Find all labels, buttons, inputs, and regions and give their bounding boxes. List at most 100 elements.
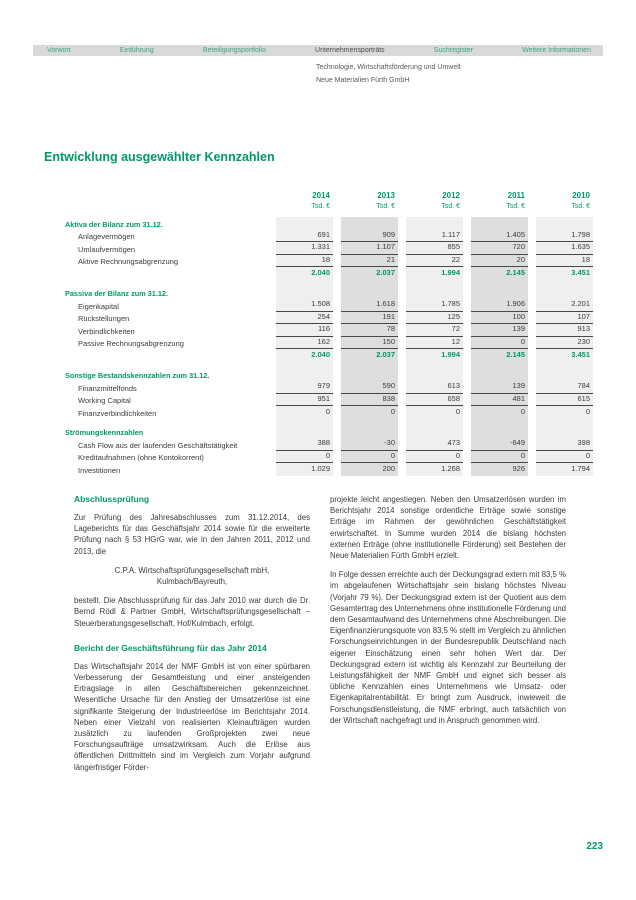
cell-value: Tsd. € <box>376 202 395 210</box>
section-heading-row: Sonstige Bestandskennzahlen zum 31.12. <box>65 369 593 382</box>
column-stripe <box>406 217 463 476</box>
cell-value: 107 <box>536 312 593 324</box>
cell-value: Tsd. € <box>506 202 525 210</box>
cell-value: 139 <box>471 324 528 337</box>
column-stripe <box>471 217 528 476</box>
cell-value: 1.405 <box>471 230 528 242</box>
table-column-stripes <box>65 217 593 476</box>
nav-item-suchregister[interactable]: Suchregister <box>433 47 474 54</box>
section-heading-abschlusspruefung: Abschlussprüfung <box>74 494 150 504</box>
section-heading-row: Aktiva der Bilanz zum 31.12. <box>65 217 593 230</box>
nav-item-unternehmensportr-ts[interactable]: Unternehmensporträts <box>315 47 385 54</box>
paragraph: bestellt. Die Abschlussprüfung für das J… <box>74 596 310 628</box>
year-header-row: 2014 2013 2012 2011 2010 <box>65 190 593 202</box>
cell-value: 855 <box>406 242 463 255</box>
cell-value: Tsd. € <box>311 202 330 210</box>
table-row: Finanzmittelfonds 979 590 613 139 784 <box>65 381 593 394</box>
nav-item-beteiligungsportfolio[interactable]: Beteiligungsportfolio <box>202 47 266 54</box>
cell-value: 2011 <box>507 190 525 200</box>
cell-value: 2012 <box>442 190 460 200</box>
cell-value: 951 <box>276 394 333 406</box>
cell-value: 481 <box>471 394 528 406</box>
key-figures-table: 2014 2013 2012 2011 2010 Tsd. € Tsd. € Tsd. € Ts… <box>65 190 593 476</box>
cell-value: 913 <box>536 324 593 337</box>
cell-value: -30 <box>341 438 398 451</box>
cell-value: 1.994 <box>441 268 460 277</box>
cell-value: 116 <box>276 324 333 337</box>
table-row: Aktive Rechnungsabgrenzung 18 21 22 20 18 <box>65 255 593 267</box>
table-spacer <box>65 362 593 369</box>
paragraph: In Folge dessen erreichte auch der Decku… <box>330 570 566 725</box>
cell-value: 0 <box>520 407 525 416</box>
table-row: Investitionen 1.029 200 1.268 926 1.794 <box>65 463 593 476</box>
page-title: Entwicklung ausgewählter Kennzahlen <box>44 150 275 164</box>
cell-value: 979 <box>276 381 333 394</box>
row-label: Verbindlichkeiten <box>78 326 135 336</box>
row-label: Finanzmittelfonds <box>78 383 137 393</box>
row-label: Umlaufvermögen <box>78 244 136 254</box>
row-label: Finanzverbindlichkeiten <box>78 408 157 418</box>
cell-value: 2.037 <box>376 268 395 277</box>
cell-value: 200 <box>382 464 395 473</box>
cell-value: 1.029 <box>311 464 330 473</box>
cell-value: 2.145 <box>506 268 525 277</box>
cell-value: 1.107 <box>341 242 398 255</box>
cell-value: 909 <box>341 230 398 242</box>
table-row: Kreditaufnahmen (ohne Kontokorrent) 0 0 0 0 0 <box>65 451 593 463</box>
row-label: Kreditaufnahmen (ohne Kontokorrent) <box>78 453 204 462</box>
cell-value: 590 <box>341 381 398 394</box>
cell-value: 0 <box>390 407 395 416</box>
cell-value: 72 <box>406 324 463 337</box>
cell-value: 838 <box>341 394 398 406</box>
cell-value: 12 <box>406 337 463 349</box>
cell-value: 473 <box>406 438 463 451</box>
row-label: Working Capital <box>78 396 131 405</box>
text-column-right: projekte leicht angestiegen. Neben den U… <box>330 494 566 781</box>
cell-value: 2.201 <box>536 299 593 312</box>
cell-value: -649 <box>471 438 528 451</box>
body-text: Abschlussprüfung Zur Prüfung des Jahresa… <box>74 494 566 781</box>
cell-value: 0 <box>406 451 463 463</box>
cell-value: 784 <box>536 381 593 394</box>
column-stripe <box>536 217 593 476</box>
cell-value: 1.994 <box>441 350 460 359</box>
section-heading-bericht: Bericht der Geschäftsführung für das Jah… <box>74 642 267 653</box>
cell-value: 398 <box>536 438 593 451</box>
cell-value: 1.794 <box>571 464 590 473</box>
cell-value: 0 <box>341 451 398 463</box>
total-row: 2.040 2.037 1.994 2.145 3.451 <box>65 267 593 280</box>
cell-value: 1.618 <box>341 299 398 312</box>
cell-value: 191 <box>341 312 398 324</box>
row-label: Anlagevermögen <box>78 232 135 241</box>
cell-value: 100 <box>471 312 528 324</box>
cell-value: 230 <box>536 337 593 349</box>
cell-value: 20 <box>471 255 528 267</box>
row-label: Passiva der Bilanz zum 31.12. <box>65 289 169 298</box>
cell-value: 150 <box>341 337 398 349</box>
table-row: Cash Flow aus der laufenden Geschäftstät… <box>65 438 593 451</box>
cell-value: 1.508 <box>276 299 333 312</box>
nav-item-vorwort[interactable]: Vorwort <box>47 47 71 54</box>
column-stripe <box>341 217 398 476</box>
table-row: Rückstellungen 254 191 125 100 107 <box>65 312 593 324</box>
cell-value: 2.037 <box>376 350 395 359</box>
auditor-location-line: Kulmbach/Bayreuth, <box>156 577 228 587</box>
cell-value: 691 <box>276 230 333 242</box>
cell-value: 22 <box>406 255 463 267</box>
nav-item-einf-hrung[interactable]: Einführung <box>119 47 154 54</box>
cell-value: 1.798 <box>536 230 593 242</box>
total-row: 2.040 2.037 1.994 2.145 3.451 <box>65 349 593 362</box>
row-label: Cash Flow aus der laufenden Geschäftstät… <box>78 440 238 450</box>
row-label: Passive Rechnungsabgrenzung <box>78 339 184 348</box>
nav-item-weitere-informationen[interactable]: Weitere Informationen <box>522 47 591 54</box>
cell-value: 2014 <box>312 190 330 200</box>
top-nav: Vorwort Einführung Beteiligungsportfolio Un… <box>33 45 603 56</box>
row-label: Investitionen <box>78 465 121 475</box>
cell-value: 1.635 <box>536 242 593 255</box>
cell-value: 388 <box>276 438 333 451</box>
table-row: Anlagevermögen 691 909 1.117 1.405 1.798 <box>65 230 593 242</box>
cell-value: 3.451 <box>571 350 590 359</box>
cell-value: 18 <box>276 255 333 267</box>
cell-value: 18 <box>536 255 593 267</box>
